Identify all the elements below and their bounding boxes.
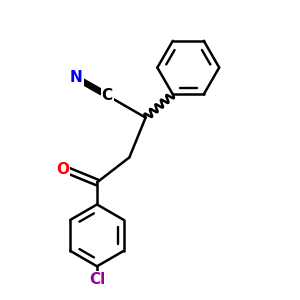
Text: Cl: Cl xyxy=(89,272,105,287)
Text: N: N xyxy=(70,70,83,86)
Text: O: O xyxy=(56,162,69,177)
Text: C: C xyxy=(102,88,113,103)
